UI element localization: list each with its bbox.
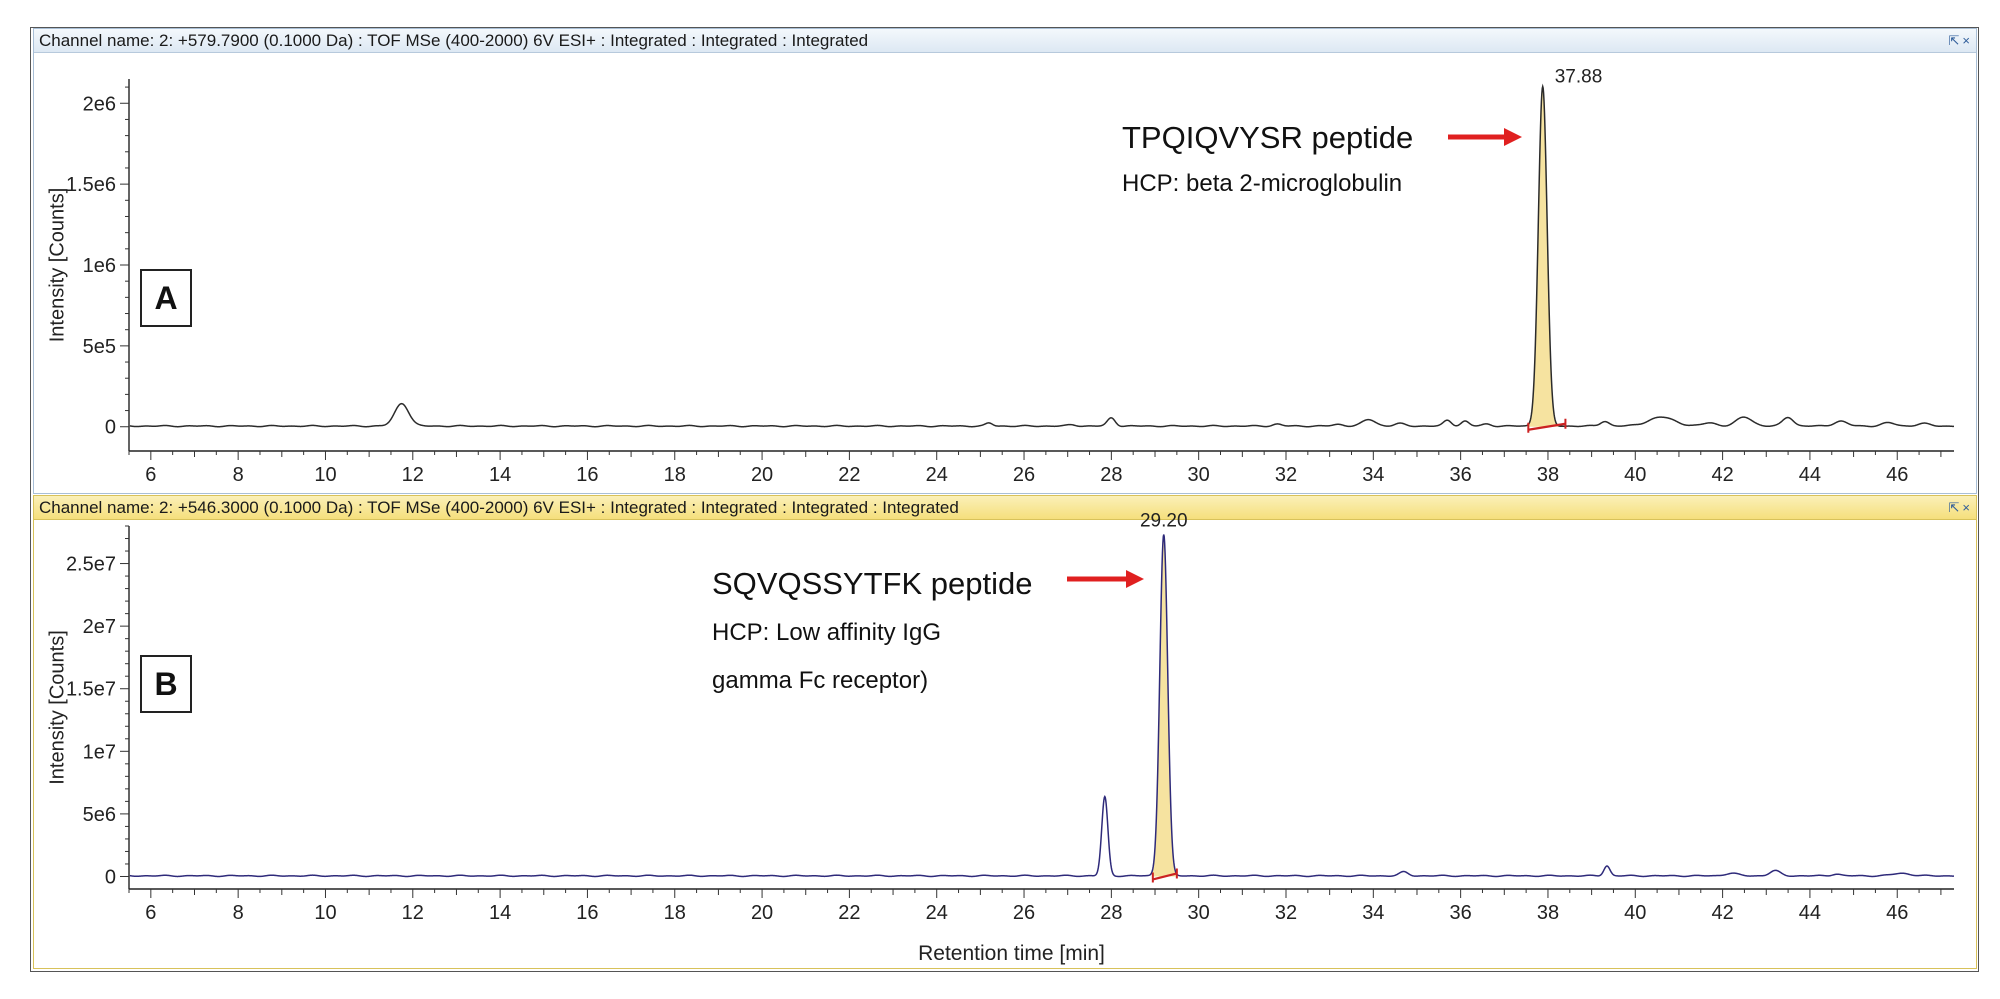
x-tick-label: 14	[489, 902, 511, 924]
peak-rt-label: 29.20	[1140, 510, 1188, 531]
x-tick-label: 26	[1013, 464, 1035, 486]
x-tick-label: 10	[314, 464, 336, 486]
x-tick-label: 22	[838, 902, 860, 924]
x-tick-label: 36	[1450, 902, 1472, 924]
panel-label: A	[154, 280, 177, 316]
y-tick-label: 5e6	[83, 804, 116, 826]
pin-icon[interactable]: ⇱	[1948, 33, 1960, 48]
x-tick-label: 46	[1886, 464, 1908, 486]
panel-label: B	[154, 666, 177, 702]
y-tick-label: 1.5e7	[66, 679, 116, 701]
x-tick-label: 44	[1799, 902, 1821, 924]
x-tick-label: 8	[233, 464, 244, 486]
x-tick-label: 32	[1275, 464, 1297, 486]
x-tick-label: 38	[1537, 902, 1559, 924]
hcp-annotation: gamma Fc receptor)	[712, 667, 928, 694]
peptide-annotation: TPQIQVYSR peptide	[1122, 120, 1413, 155]
x-tick-label: 6	[145, 902, 156, 924]
annotation-arrow-head	[1504, 128, 1522, 146]
y-tick-label: 2e7	[83, 616, 116, 638]
integrated-peak-area	[1152, 534, 1177, 877]
y-axis-label: Intensity [Counts]	[47, 188, 69, 343]
annotation-arrow-head	[1126, 570, 1144, 588]
x-tick-label: 20	[751, 464, 773, 486]
x-tick-label: 28	[1100, 464, 1122, 486]
chromatogram-panel-a[interactable]: Channel name: 2: +579.7900 (0.1000 Da) :…	[33, 28, 1977, 494]
y-tick-label: 1e6	[83, 255, 116, 277]
x-tick-label: 10	[314, 902, 336, 924]
hcp-annotation: HCP: beta 2-microglobulin	[1122, 170, 1402, 197]
y-tick-label: 1.5e6	[66, 174, 116, 196]
x-tick-label: 30	[1188, 464, 1210, 486]
pin-icon[interactable]: ⇱	[1948, 500, 1960, 515]
x-tick-label: 42	[1711, 902, 1733, 924]
x-tick-label: 46	[1886, 902, 1908, 924]
panel-b-header: Channel name: 2: +546.3000 (0.1000 Da) :…	[34, 496, 1976, 520]
panel-b-channel-name: Channel name: 2: +546.3000 (0.1000 Da) :…	[39, 498, 959, 517]
x-tick-label: 30	[1188, 902, 1210, 924]
x-tick-label: 12	[402, 464, 424, 486]
x-tick-label: 42	[1711, 464, 1733, 486]
x-axis-label: Retention time [min]	[918, 942, 1105, 965]
x-tick-label: 44	[1799, 464, 1821, 486]
hcp-annotation: HCP: Low affinity IgG	[712, 619, 941, 646]
x-tick-label: 40	[1624, 464, 1646, 486]
x-tick-label: 26	[1013, 902, 1035, 924]
x-tick-label: 22	[838, 464, 860, 486]
y-tick-label: 0	[105, 417, 116, 439]
peak-rt-label: 37.88	[1555, 66, 1603, 87]
chromatogram-trace	[129, 83, 1955, 428]
chromatogram-a: 6 8 10 12 14 16 18 20 22 24 26 28 30 32 34 36 38 40 42 44 46…	[47, 66, 1955, 486]
y-tick-label: 5e5	[83, 336, 116, 358]
x-tick-label: 18	[664, 464, 686, 486]
y-tick-label: 2.5e7	[66, 554, 116, 576]
panel-label-box	[140, 655, 192, 713]
x-tick-label: 24	[926, 464, 948, 486]
integration-baseline	[1528, 422, 1566, 431]
close-icon[interactable]: ×	[1962, 500, 1970, 515]
y-tick-label: 0	[105, 866, 116, 888]
x-tick-label: 16	[576, 902, 598, 924]
panel-label-box	[140, 269, 192, 327]
x-tick-label: 20	[751, 902, 773, 924]
x-tick-label: 32	[1275, 902, 1297, 924]
x-tick-label: 28	[1100, 902, 1122, 924]
chromatogram-trace	[129, 534, 1955, 878]
y-axis-label: Intensity [Counts]	[47, 630, 69, 785]
x-tick-label: 38	[1537, 464, 1559, 486]
close-icon[interactable]: ×	[1962, 33, 1970, 48]
panel-a-channel-name: Channel name: 2: +579.7900 (0.1000 Da) :…	[39, 31, 869, 50]
peptide-annotation: SQVQSSYTFK peptide	[712, 566, 1032, 601]
x-tick-label: 36	[1450, 464, 1472, 486]
panel-a-header: Channel name: 2: +579.7900 (0.1000 Da) :…	[34, 29, 1976, 53]
chromatogram-b: 6 8 10 12 14 16 18 20 22 24 26 28 30 32 34 36 38 40 42 44 46…	[47, 510, 1955, 965]
x-tick-label: 16	[576, 464, 598, 486]
x-tick-label: 24	[926, 902, 948, 924]
x-tick-label: 8	[233, 902, 244, 924]
y-tick-label: 2e6	[83, 93, 116, 115]
x-tick-label: 14	[489, 464, 511, 486]
integrated-peak-area	[1528, 86, 1566, 427]
x-tick-label: 34	[1362, 902, 1384, 924]
y-tick-label: 1e7	[83, 741, 116, 763]
integration-baseline	[1152, 872, 1178, 881]
x-tick-label: 12	[402, 902, 424, 924]
x-tick-label: 6	[145, 464, 156, 486]
x-tick-label: 40	[1624, 902, 1646, 924]
panel-b-header-controls: ⇱ ×	[1946, 496, 1971, 519]
x-tick-label: 18	[664, 902, 686, 924]
panel-a-header-controls: ⇱ ×	[1946, 29, 1971, 52]
x-tick-label: 34	[1362, 464, 1384, 486]
chromatogram-panel-b[interactable]: Channel name: 2: +546.3000 (0.1000 Da) :…	[33, 495, 1977, 969]
